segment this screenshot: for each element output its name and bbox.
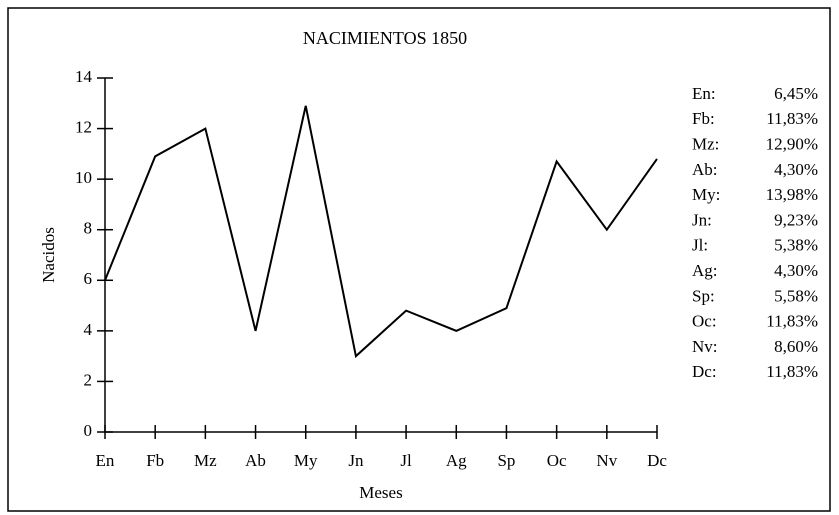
table-label: Fb: — [692, 109, 715, 128]
x-tick-label: Dc — [647, 451, 667, 470]
table-label: Jn: — [692, 210, 712, 229]
x-tick-label: Sp — [497, 451, 515, 470]
x-axis-label: Meses — [359, 483, 402, 502]
y-tick-label: 14 — [75, 67, 93, 86]
y-tick-label: 8 — [84, 219, 93, 238]
table-value: 11,83% — [766, 362, 818, 381]
table-value: 11,83% — [766, 312, 818, 331]
table-value: 13,98% — [766, 185, 818, 204]
y-tick-label: 0 — [84, 421, 93, 440]
table-value: 8,60% — [774, 337, 818, 356]
x-tick-label: Nv — [596, 451, 617, 470]
y-tick-label: 2 — [84, 370, 93, 389]
table-label: Jl: — [692, 236, 708, 255]
table-label: Oc: — [692, 312, 717, 331]
x-tick-label: Fb — [146, 451, 164, 470]
table-value: 6,45% — [774, 84, 818, 103]
table-value: 11,83% — [766, 109, 818, 128]
frame — [7, 7, 831, 512]
table-label: Dc: — [692, 362, 717, 381]
table-value: 5,38% — [774, 236, 818, 255]
table-label: Nv: — [692, 337, 718, 356]
chart-title: NACIMIENTOS 1850 — [303, 28, 467, 48]
table-label: Ag: — [692, 261, 718, 280]
y-tick-label: 12 — [75, 117, 92, 136]
table-value: 9,23% — [774, 210, 818, 229]
table-value: 12,90% — [766, 135, 818, 154]
x-tick-label: En — [96, 451, 115, 470]
table-value: 4,30% — [774, 160, 818, 179]
table-value: 5,58% — [774, 286, 818, 305]
y-tick-label: 6 — [84, 269, 93, 288]
x-tick-label: Ab — [245, 451, 266, 470]
x-tick-label: Ag — [446, 451, 467, 470]
x-tick-label: Oc — [547, 451, 567, 470]
y-axis-label: Nacidos — [39, 227, 58, 283]
x-tick-label: Mz — [194, 451, 217, 470]
table-label: Sp: — [692, 286, 715, 305]
y-tick-label: 10 — [75, 168, 92, 187]
table-label: Mz: — [692, 135, 719, 154]
table-label: En: — [692, 84, 716, 103]
y-tick-label: 4 — [84, 320, 93, 339]
table-label: My: — [692, 185, 720, 204]
x-tick-label: My — [294, 451, 318, 470]
table-label: Ab: — [692, 160, 718, 179]
x-tick-label: Jn — [348, 451, 364, 470]
table-value: 4,30% — [774, 261, 818, 280]
data-line — [104, 105, 658, 359]
x-tick-label: Jl — [400, 451, 412, 470]
